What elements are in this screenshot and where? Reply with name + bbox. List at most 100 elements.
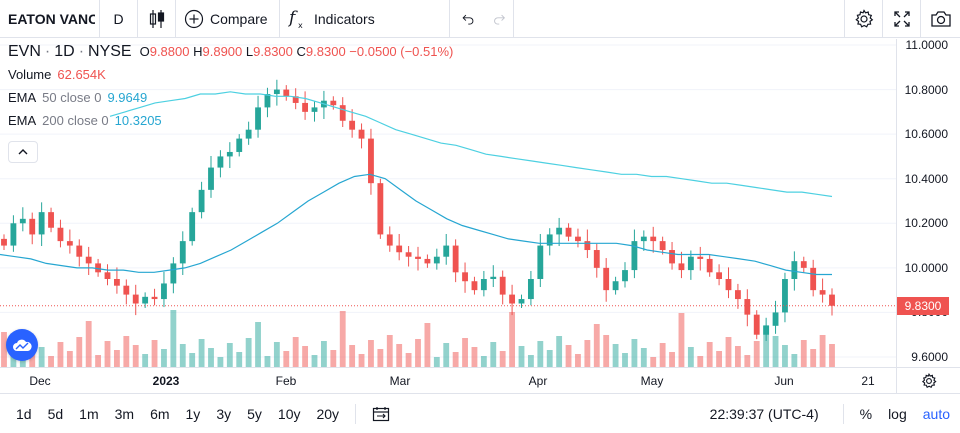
volume-bar <box>810 349 817 367</box>
volume-bar <box>386 335 393 367</box>
range-5y-button[interactable]: 5y <box>247 405 262 422</box>
compare-button[interactable]: Compare <box>176 0 280 37</box>
range-3m-button[interactable]: 3m <box>114 405 135 422</box>
percent-scale-toggle[interactable]: % <box>859 405 873 422</box>
candle-body <box>386 234 393 246</box>
candlestick-chart[interactable] <box>0 39 896 367</box>
ema50-legend-row[interactable]: EMA 50 close 0 9.9649 <box>8 90 453 106</box>
time-axis-label: Dec <box>29 374 51 388</box>
volume-bar <box>368 340 374 367</box>
indicators-button[interactable]: f x Indicators <box>280 0 450 37</box>
high-label: H <box>193 44 203 59</box>
volume-bar <box>782 345 788 367</box>
price-axis-label: 10.6000 <box>904 127 948 142</box>
chart-pane[interactable] <box>0 39 960 367</box>
time-axis-label: Mar <box>389 374 411 388</box>
candle-body <box>829 294 835 306</box>
volume-bar <box>593 324 600 367</box>
volume-bar <box>537 341 544 367</box>
ema200-legend-row[interactable]: EMA 200 close 0 10.3205 <box>8 113 453 129</box>
time-axis-label: 21 <box>861 374 875 388</box>
auto-scale-toggle[interactable]: auto <box>922 405 950 422</box>
volume-bar <box>245 338 252 367</box>
candle-body <box>518 299 525 304</box>
volume-bar <box>697 356 704 367</box>
log-scale-toggle[interactable]: log <box>888 405 907 422</box>
volume-bar <box>208 348 214 367</box>
volume-bar <box>687 347 694 367</box>
volume-bar <box>226 343 233 367</box>
symbol-legend-row: EVN · 1D · NYSE O9.8800 H9.8900 L9.8300 … <box>8 43 454 60</box>
legend-ticker[interactable]: EVN <box>8 43 41 60</box>
time-axis-label: Apr <box>528 374 548 388</box>
candle-body <box>273 89 280 95</box>
candle-body <box>622 270 628 282</box>
candle-body <box>113 279 120 286</box>
tradingview-logo[interactable] <box>6 329 38 361</box>
fullscreen-button[interactable] <box>882 0 920 37</box>
candle-body <box>48 212 54 228</box>
candle-body <box>123 285 130 295</box>
range-10y-button[interactable]: 10y <box>277 405 301 422</box>
high-value: 9.8900 <box>202 44 243 59</box>
volume-bar <box>669 352 675 367</box>
volume-bar <box>132 345 139 367</box>
range-1y-button[interactable]: 1y <box>185 405 201 422</box>
legend-collapse-button[interactable] <box>8 141 38 163</box>
candle-body <box>1 238 7 246</box>
date-range-button[interactable] <box>364 406 398 422</box>
undo-icon[interactable] <box>462 12 475 26</box>
candle-body <box>433 256 440 264</box>
clock-timezone[interactable]: 22:39:37 (UTC-4) <box>709 405 819 422</box>
candle-body <box>396 245 403 253</box>
range-6m-button[interactable]: 6m <box>150 405 170 422</box>
candle-body <box>612 281 619 291</box>
volume-bar <box>725 337 732 367</box>
candle-body <box>462 272 468 282</box>
candle-body <box>631 241 638 271</box>
volume-bar <box>433 357 440 367</box>
candle-body <box>368 138 374 184</box>
legend-interval: 1D <box>54 43 75 60</box>
candle-body <box>678 263 685 271</box>
volume-bar <box>443 343 450 367</box>
candle-body <box>179 241 186 264</box>
range-1m-button[interactable]: 1m <box>79 405 99 422</box>
volume-bar <box>66 351 73 367</box>
volume-bar <box>706 342 713 367</box>
volume-bar <box>255 322 261 367</box>
symbol-search-button[interactable]: EATON VANCE <box>0 0 100 37</box>
candle-body <box>217 156 224 168</box>
price-axis[interactable]: 11.0000 10.8000 10.6000 10.4000 10.2000 10.00… <box>896 38 960 367</box>
candle-body <box>57 227 64 242</box>
redo-icon[interactable] <box>493 12 506 26</box>
interval-button[interactable]: D <box>100 0 138 37</box>
volume-bar <box>330 350 337 367</box>
range-5d-button[interactable]: 5d <box>47 405 64 422</box>
settings-button[interactable] <box>844 0 882 37</box>
volume-bar <box>452 352 459 367</box>
range-3y-button[interactable]: 3y <box>216 405 232 422</box>
candle-body <box>377 183 384 235</box>
range-1d-button[interactable]: 1d <box>16 405 32 422</box>
time-axis-settings-button[interactable] <box>896 368 960 394</box>
change-value: −0.0500 (−0.51%) <box>349 44 454 59</box>
candle-body <box>669 250 675 264</box>
volume-bar <box>415 339 421 367</box>
volume-bar <box>462 338 468 367</box>
time-axis[interactable]: Dec 2023 Feb Mar Apr May Jun 21 <box>0 367 960 394</box>
candle-body <box>264 94 271 108</box>
screenshot-button[interactable] <box>920 0 960 37</box>
candle-body <box>142 296 149 304</box>
candle-body <box>302 102 309 112</box>
candle-body <box>311 107 318 112</box>
volume-bar <box>829 344 835 367</box>
chevron-up-icon <box>18 149 28 155</box>
volume-legend-row[interactable]: Volume 62.654K <box>8 67 453 83</box>
volume-bar <box>76 337 83 367</box>
chart-type-button[interactable] <box>138 0 176 37</box>
volume-bar <box>612 344 619 367</box>
candle-body <box>10 223 17 246</box>
volume-bar <box>264 356 271 367</box>
range-20y-button[interactable]: 20y <box>316 405 340 422</box>
